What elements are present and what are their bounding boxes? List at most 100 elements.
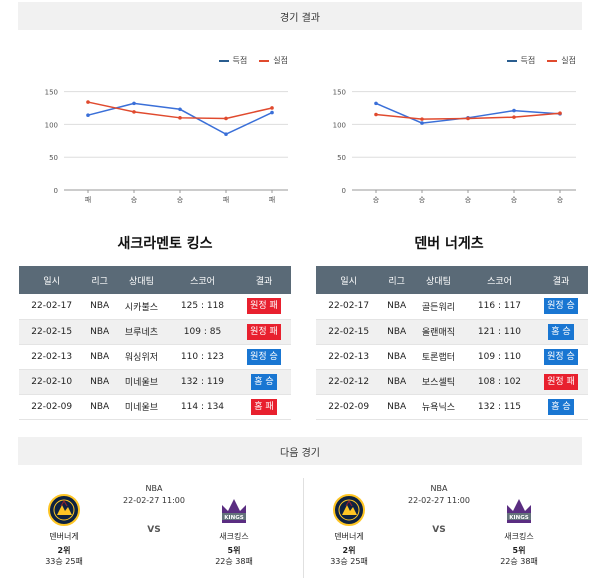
team-rank: 2위: [57, 546, 71, 555]
cell-opp: 골든워리: [411, 294, 465, 320]
results-section-header: 경기 결과: [18, 2, 582, 30]
cell-date: 22-02-15: [19, 319, 85, 345]
cell-opp: 브루네츠: [114, 319, 168, 345]
column-header: 상대팀: [114, 266, 168, 294]
away-team[interactable]: KINGS 새크킹스 5위 22승 38패: [479, 493, 559, 567]
cell-score: 109 : 85: [167, 319, 237, 345]
table-row: 22-02-12 NBA 보스셀틱 108 : 102 원정 패: [316, 369, 588, 395]
data-point: [270, 110, 274, 115]
cell-result: 원정 승: [534, 344, 588, 370]
column-header: 스코어: [167, 266, 237, 294]
next-game-title: 다음 경기: [280, 447, 320, 459]
cell-league: NBA: [84, 394, 115, 420]
away-team[interactable]: KINGS 새크킹스 5위 22승 38패: [194, 493, 274, 567]
nuggets-logo-icon: [48, 494, 80, 526]
team-rank: 5위: [227, 546, 241, 555]
data-point: [132, 101, 136, 106]
cell-date: 22-02-15: [316, 319, 382, 345]
cell-league: NBA: [84, 319, 115, 345]
next-game-section-header: 다음 경기: [18, 437, 582, 465]
x-tick-label: 승: [177, 196, 184, 204]
data-point: [224, 116, 228, 121]
cell-result: 원정 승: [534, 294, 588, 320]
cell-league: NBA: [84, 369, 115, 395]
cell-score: 109 : 110: [464, 344, 534, 370]
allowed-legend-swatch: [547, 59, 558, 62]
x-tick-label: 승: [465, 196, 472, 204]
next-match-card[interactable]: 덴버너게 2위 33승 25패 NBA 22-02-27 11:00 VS KI…: [18, 478, 300, 578]
allowed-legend-label: 실점: [561, 56, 576, 65]
data-point: [420, 117, 424, 121]
x-tick-label: 패: [85, 195, 91, 204]
chart-left: 득점 실점 0 50 100 150 패 승 승 패 패: [30, 45, 300, 215]
data-point: [178, 107, 182, 112]
cell-opp: 미네울브: [114, 394, 168, 420]
x-tick-label: 승: [131, 196, 138, 204]
vs-label: VS: [147, 525, 161, 535]
data-point: [132, 110, 136, 114]
svg-text:KINGS: KINGS: [224, 515, 243, 521]
next-match-card[interactable]: 덴버너게 2위 33승 25패 NBA 22-02-27 11:00 VS KI…: [303, 478, 585, 578]
cell-league: NBA: [381, 319, 412, 345]
cell-date: 22-02-12: [316, 369, 382, 395]
cell-score: 116 : 117: [464, 294, 534, 320]
kings-logo-icon: KINGS: [507, 499, 531, 523]
cell-result: 홈 승: [534, 394, 588, 420]
column-header: 결과: [534, 266, 588, 294]
data-point: [224, 132, 228, 137]
x-tick-label: 패: [269, 195, 275, 204]
team-record: 22승 38패: [500, 557, 538, 566]
cell-league: NBA: [381, 344, 412, 370]
table-row: 22-02-13 NBA 워싱위저 110 : 123 원정 승: [19, 344, 291, 370]
table-row: 22-02-13 NBA 토론랩터 109 : 110 원정 승: [316, 344, 588, 370]
team-name: 새크킹스: [504, 532, 534, 541]
cell-score: 121 : 110: [464, 319, 534, 345]
score-legend-swatch: [506, 59, 517, 62]
cell-result: 원정 패: [237, 319, 291, 345]
data-point: [512, 115, 516, 119]
svg-text:KINGS: KINGS: [509, 515, 528, 521]
data-point: [374, 112, 378, 117]
table-row: 22-02-09 NBA 미네울브 114 : 134 홈 패: [19, 394, 291, 420]
cell-score: 125 : 118: [167, 294, 237, 320]
result-badge: 홈 승: [548, 398, 574, 415]
team-name: 덴버너게: [49, 532, 79, 541]
cell-date: 22-02-09: [19, 394, 85, 420]
y-tick-label: 0: [54, 187, 58, 195]
y-tick-label: 100: [45, 121, 58, 129]
result-badge: 원정 승: [544, 348, 578, 365]
cell-result: 홈 승: [237, 369, 291, 395]
team-record: 22승 38패: [215, 557, 253, 566]
chart-right: 득점 실점 0 50 100 150 승 승 승 승 승: [318, 45, 588, 215]
cell-result: 원정 패: [534, 369, 588, 395]
team-record: 33승 25패: [45, 557, 83, 566]
recent-games-table-sacramento: 일시 리그 상대팀 스코어 결과 22-02-17 NBA 시카불스 125 : 118 원정 …: [19, 266, 291, 420]
result-badge: 원정 승: [544, 298, 578, 315]
table-row: 22-02-15 NBA 브루네츠 109 : 85 원정 패: [19, 319, 291, 345]
chart-legend: 득점 실점: [506, 55, 576, 66]
result-badge: 원정 승: [247, 348, 281, 365]
table-row: 22-02-09 NBA 뉴욕닉스 132 : 115 홈 승: [316, 394, 588, 420]
table-row: 22-02-15 NBA 올랜매직 121 : 110 홈 승: [316, 319, 588, 345]
y-tick-label: 100: [333, 121, 346, 129]
table-row: 22-02-17 NBA 시카불스 125 : 118 원정 패: [19, 294, 291, 320]
column-header: 리그: [84, 266, 115, 294]
cell-date: 22-02-10: [19, 369, 85, 395]
team-name: 새크킹스: [219, 532, 249, 541]
y-tick-label: 150: [45, 89, 58, 97]
score-legend-swatch: [218, 59, 229, 62]
match-info: NBA 22-02-27 11:00 VS: [114, 484, 194, 535]
match-league: NBA: [145, 484, 163, 493]
data-point: [178, 116, 182, 120]
cell-score: 108 : 102: [464, 369, 534, 395]
column-header: 스코어: [464, 266, 534, 294]
result-badge: 원정 패: [247, 323, 281, 340]
cell-league: NBA: [84, 294, 115, 320]
cell-score: 132 : 119: [167, 369, 237, 395]
y-tick-label: 0: [342, 187, 346, 195]
results-title: 경기 결과: [280, 12, 320, 24]
x-tick-label: 승: [373, 196, 380, 204]
home-team[interactable]: 덴버너게 2위 33승 25패: [309, 493, 389, 567]
home-team[interactable]: 덴버너게 2위 33승 25패: [24, 493, 104, 567]
column-header: 상대팀: [411, 266, 465, 294]
